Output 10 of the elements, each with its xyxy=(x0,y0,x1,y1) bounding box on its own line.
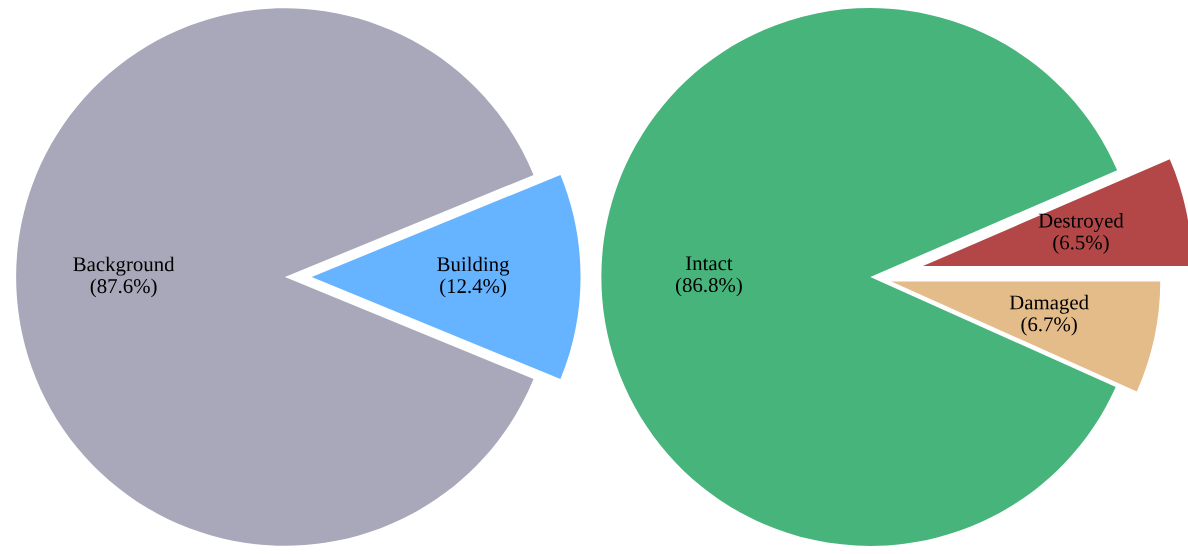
slice-label: Destroyed xyxy=(1038,213,1124,232)
data-label: (6.7%) xyxy=(1021,316,1077,336)
data-label: (86.8%) xyxy=(676,277,742,297)
data-label: (12.4%) xyxy=(440,278,506,298)
data-label: (87.6%) xyxy=(90,278,157,298)
slice-label: Damaged xyxy=(1009,294,1089,314)
slice-label: Background xyxy=(73,256,175,276)
data-label: (6.5%) xyxy=(1053,234,1109,254)
slice-label: Intact xyxy=(685,256,733,271)
slice-label: Building xyxy=(437,256,510,276)
